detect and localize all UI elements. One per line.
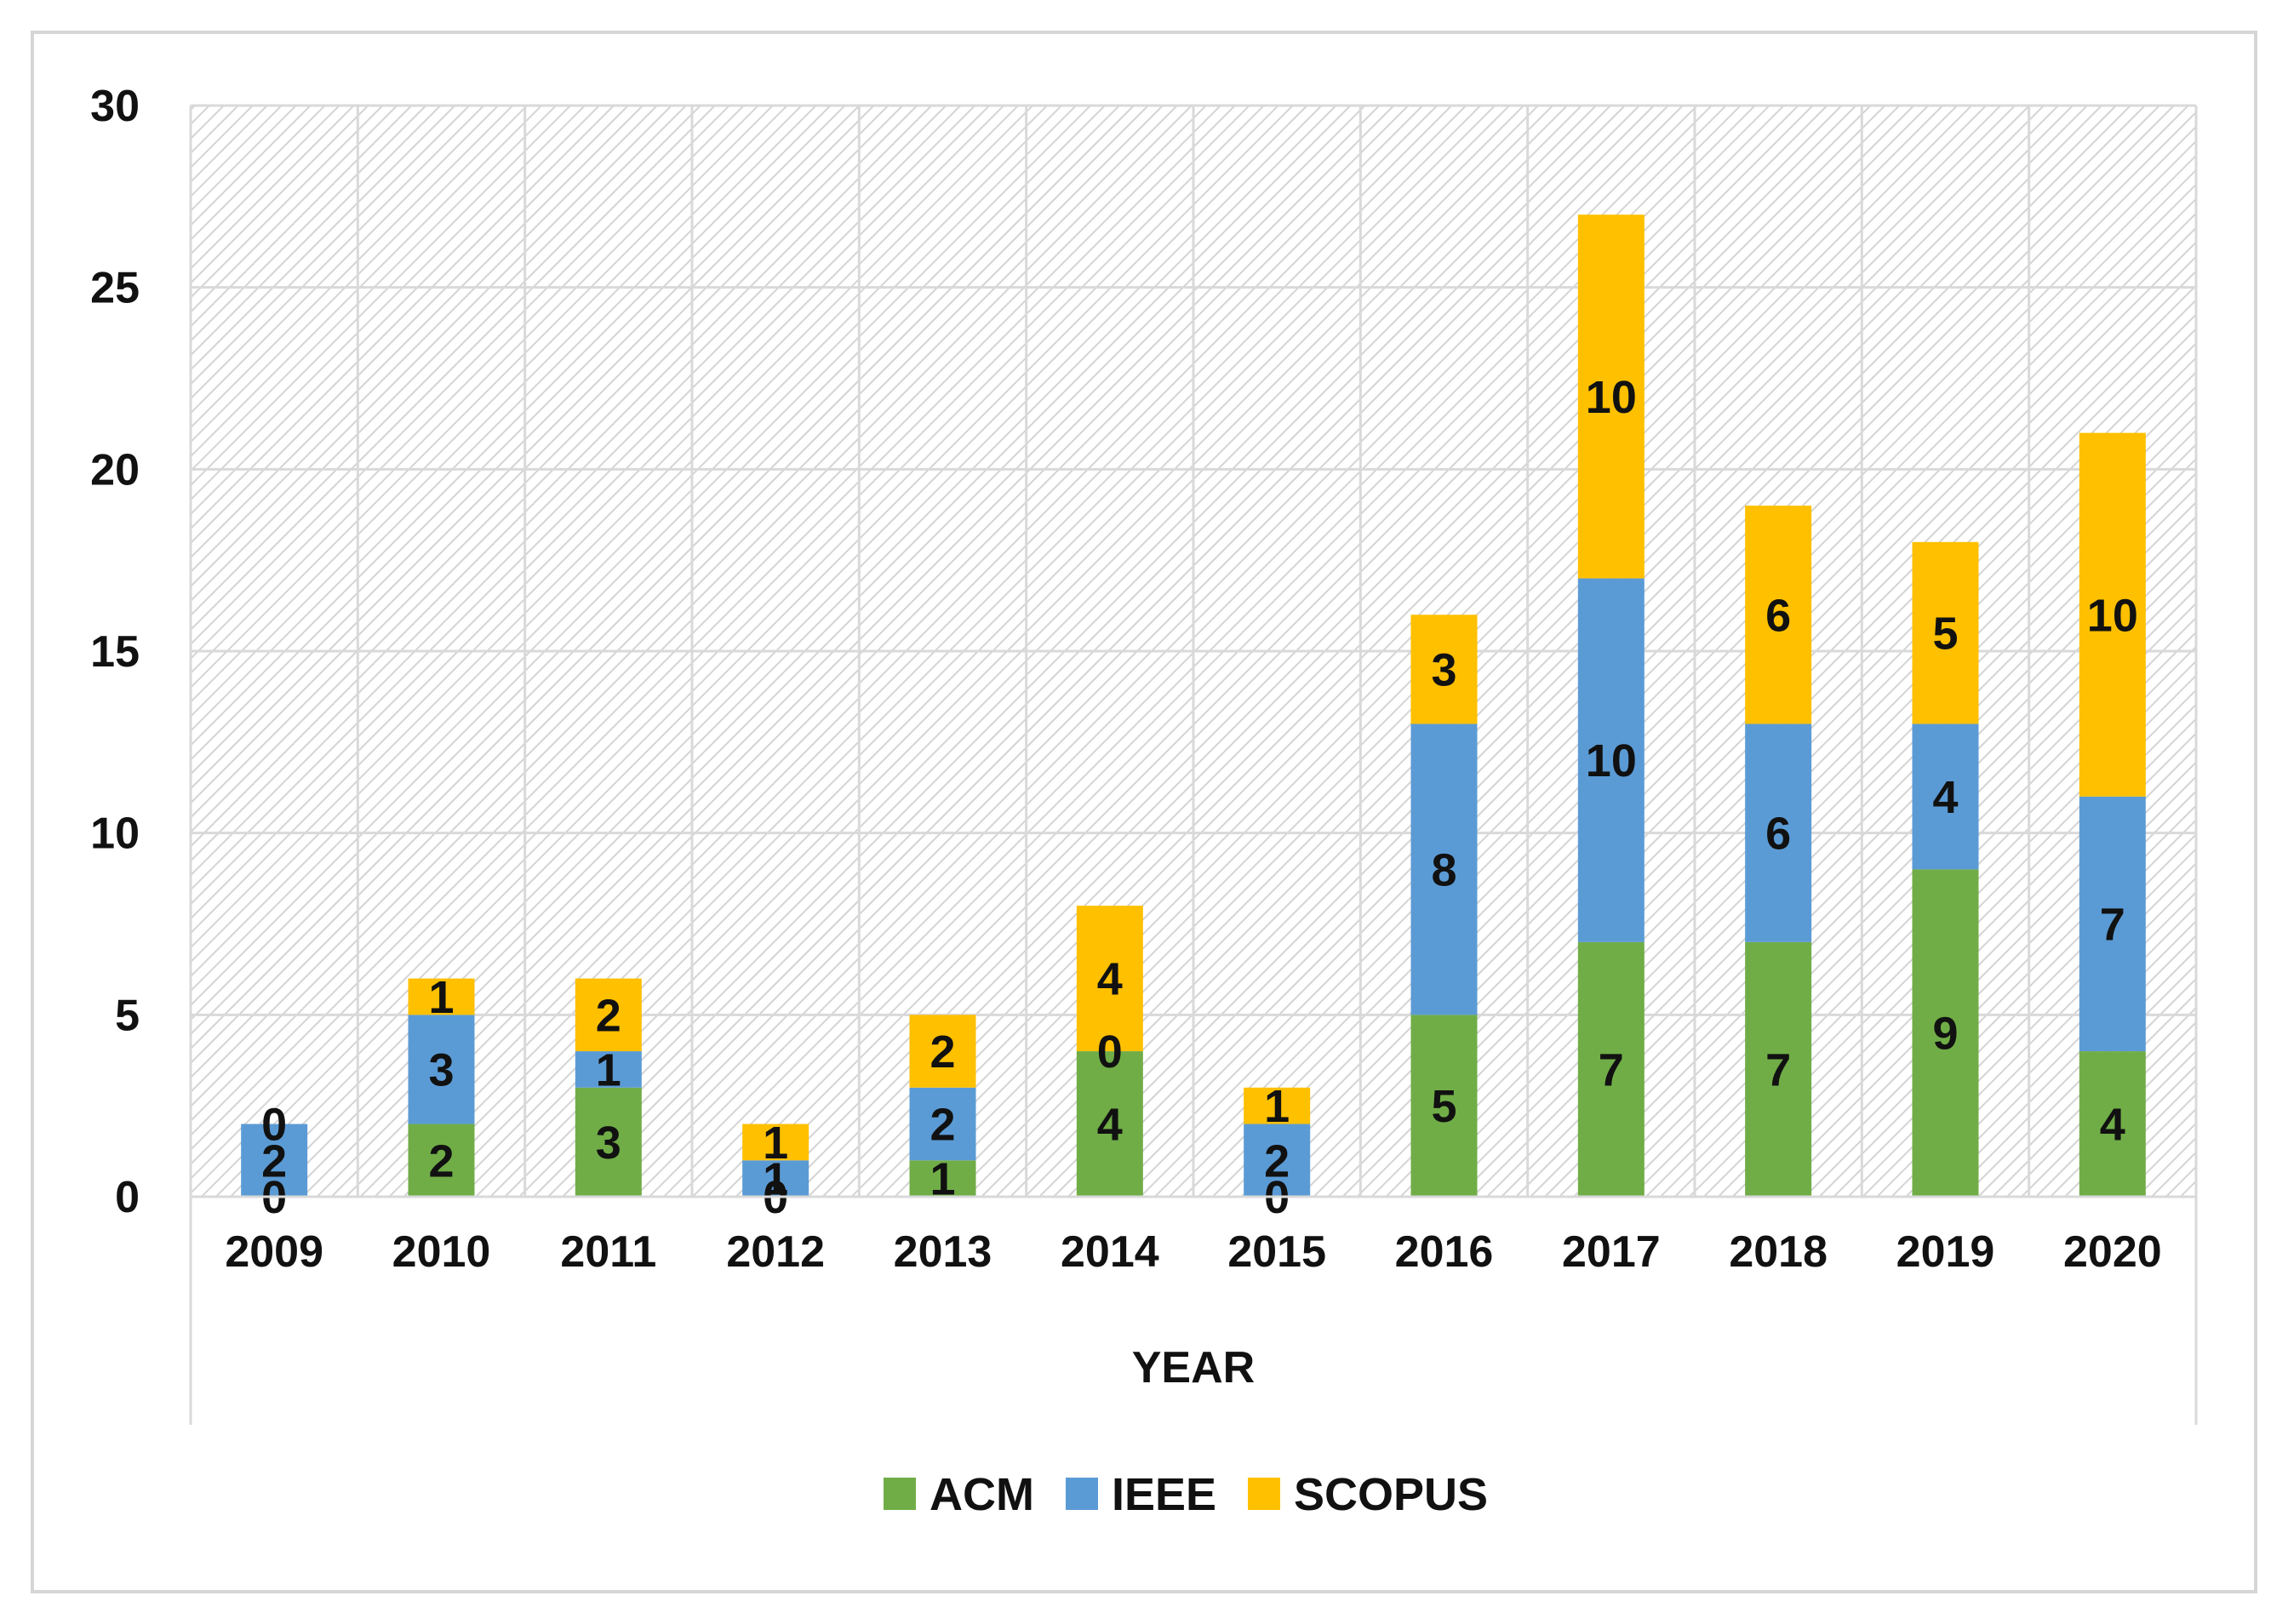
bar-scopus-2014 bbox=[1076, 906, 1143, 1052]
data-label-scopus-2016: 3 bbox=[1431, 644, 1456, 695]
bar-acm-2019 bbox=[1912, 869, 1979, 1197]
x-tick-label: 2014 bbox=[1061, 1227, 1159, 1277]
data-label-ieee-2009: 2 bbox=[261, 1135, 287, 1187]
data-label-ieee-2014: 0 bbox=[1097, 1026, 1123, 1078]
y-tick-label: 30 bbox=[90, 82, 140, 131]
data-label-ieee-2019: 4 bbox=[1932, 772, 1958, 823]
x-tick-label: 2010 bbox=[392, 1227, 491, 1277]
data-label-scopus-2017: 10 bbox=[1586, 372, 1637, 423]
bar-scopus-2010 bbox=[408, 978, 475, 1015]
data-label-scopus-2014: 4 bbox=[1097, 954, 1123, 1005]
data-label-ieee-2017: 10 bbox=[1586, 735, 1637, 786]
bar-ieee-2012 bbox=[742, 1160, 809, 1197]
bar-scopus-2013 bbox=[909, 1015, 976, 1088]
bar-scopus-2012 bbox=[742, 1124, 809, 1161]
x-tick-label: 2015 bbox=[1227, 1227, 1326, 1277]
data-label-scopus-2013: 2 bbox=[930, 1026, 955, 1078]
bar-scopus-2011 bbox=[575, 978, 642, 1052]
legend-label-acm: ACM bbox=[930, 1469, 1034, 1520]
legend-label-scopus: SCOPUS bbox=[1294, 1469, 1488, 1520]
bar-acm-2018 bbox=[1745, 941, 1812, 1197]
x-tick-label: 2012 bbox=[726, 1227, 825, 1277]
data-label-acm-2017: 7 bbox=[1599, 1044, 1624, 1095]
legend-swatch-scopus bbox=[1248, 1478, 1280, 1510]
x-tick-label: 2019 bbox=[1896, 1227, 1995, 1277]
chart-frame: 0 2 0 2 3 1 3 1 2 0 1 1 1 2 2 4 0 4 0 2 1 5 8 3 7 10 10 7 6 6 9 4 5 4 7 10 … bbox=[31, 31, 2257, 1593]
bar-ieee-2010 bbox=[408, 1015, 475, 1124]
data-label-acm-2016: 5 bbox=[1431, 1081, 1456, 1132]
x-tick-label: 2017 bbox=[1562, 1227, 1661, 1277]
bar-ieee-2016 bbox=[1410, 723, 1478, 1015]
y-tick-label: 10 bbox=[90, 809, 140, 859]
bar-scopus-2016 bbox=[1410, 615, 1478, 724]
data-label-scopus-2009: 0 bbox=[261, 1100, 287, 1151]
bar-scopus-2018 bbox=[1745, 506, 1812, 724]
bar-ieee-2015 bbox=[1244, 1124, 1311, 1197]
legend-swatch-ieee bbox=[1066, 1478, 1098, 1510]
bar-scopus-2020 bbox=[2079, 432, 2146, 797]
x-tick-label: 2009 bbox=[225, 1227, 323, 1277]
data-label-ieee-2013: 2 bbox=[930, 1100, 955, 1151]
bar-ieee-2019 bbox=[1912, 723, 1979, 870]
x-axis-title: YEAR bbox=[1132, 1343, 1255, 1392]
x-tick-label: 2011 bbox=[560, 1227, 656, 1277]
data-label-scopus-2012: 1 bbox=[763, 1118, 788, 1169]
data-label-scopus-2018: 6 bbox=[1765, 590, 1791, 641]
data-label-ieee-2016: 8 bbox=[1431, 844, 1456, 895]
x-tick-label: 2018 bbox=[1729, 1227, 1828, 1277]
bar-acm-2016 bbox=[1410, 1015, 1478, 1197]
data-label-acm-2011: 3 bbox=[596, 1118, 621, 1169]
data-label-acm-2014: 4 bbox=[1097, 1100, 1123, 1151]
bar-acm-2017 bbox=[1577, 941, 1644, 1197]
bar-ieee-2018 bbox=[1745, 723, 1812, 942]
y-tick-label: 0 bbox=[115, 1173, 140, 1222]
grid-lines bbox=[189, 104, 2198, 1198]
bar-acm-2014 bbox=[1076, 1051, 1143, 1197]
bar-scopus-2015 bbox=[1244, 1087, 1311, 1124]
bars bbox=[241, 214, 2146, 1197]
data-label-scopus-2019: 5 bbox=[1932, 609, 1958, 660]
y-tick-label: 15 bbox=[90, 627, 140, 677]
data-label-scopus-2020: 10 bbox=[2087, 590, 2138, 641]
y-tick-label: 25 bbox=[90, 264, 140, 313]
x-tick-label: 2013 bbox=[894, 1227, 992, 1277]
data-label-scopus-2011: 2 bbox=[596, 990, 621, 1041]
legend-swatch-acm bbox=[884, 1478, 916, 1510]
x-tick-label: 2016 bbox=[1395, 1227, 1494, 1277]
data-label-scopus-2015: 1 bbox=[1264, 1081, 1290, 1132]
y-tick-label: 5 bbox=[115, 991, 140, 1040]
data-label-acm-2010: 2 bbox=[428, 1135, 454, 1187]
data-label-ieee-2015: 2 bbox=[1264, 1135, 1290, 1187]
y-tick-label: 20 bbox=[90, 445, 140, 495]
bar-acm-2020 bbox=[2079, 1051, 2146, 1197]
data-label-scopus-2010: 1 bbox=[428, 972, 454, 1023]
bar-ieee-2017 bbox=[1577, 578, 1644, 942]
legend-label-ieee: IEEE bbox=[1112, 1469, 1216, 1520]
bar-ieee-2009 bbox=[241, 1124, 308, 1197]
bar-scopus-2017 bbox=[1577, 214, 1644, 579]
bar-acm-2010 bbox=[408, 1124, 475, 1197]
data-label-acm-2019: 9 bbox=[1932, 1009, 1958, 1060]
data-label-ieee-2011: 1 bbox=[596, 1044, 621, 1095]
bar-acm-2013 bbox=[909, 1160, 976, 1197]
data-label-acm-2020: 4 bbox=[2100, 1100, 2125, 1151]
legend: ACM IEEE SCOPUS bbox=[884, 1469, 1488, 1520]
data-label-ieee-2018: 6 bbox=[1765, 809, 1791, 860]
data-label-acm-2018: 7 bbox=[1765, 1044, 1791, 1095]
bar-scopus-2019 bbox=[1912, 541, 1979, 724]
data-label-ieee-2010: 3 bbox=[428, 1044, 454, 1095]
data-label-ieee-2020: 7 bbox=[2100, 900, 2125, 951]
bar-ieee-2013 bbox=[909, 1087, 976, 1161]
bar-ieee-2020 bbox=[2079, 796, 2146, 1052]
bar-acm-2011 bbox=[575, 1087, 642, 1197]
x-tick-label: 2020 bbox=[2063, 1227, 2162, 1277]
bar-ieee-2011 bbox=[575, 1051, 642, 1088]
